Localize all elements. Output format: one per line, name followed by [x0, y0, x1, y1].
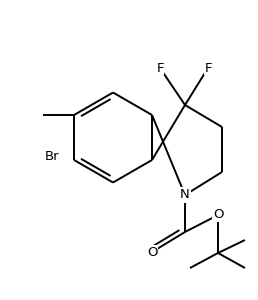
Text: O: O [213, 208, 223, 221]
Text: N: N [180, 188, 190, 202]
Text: F: F [204, 61, 212, 74]
Text: Br: Br [45, 151, 59, 164]
Text: O: O [147, 245, 157, 259]
Text: F: F [156, 61, 164, 74]
